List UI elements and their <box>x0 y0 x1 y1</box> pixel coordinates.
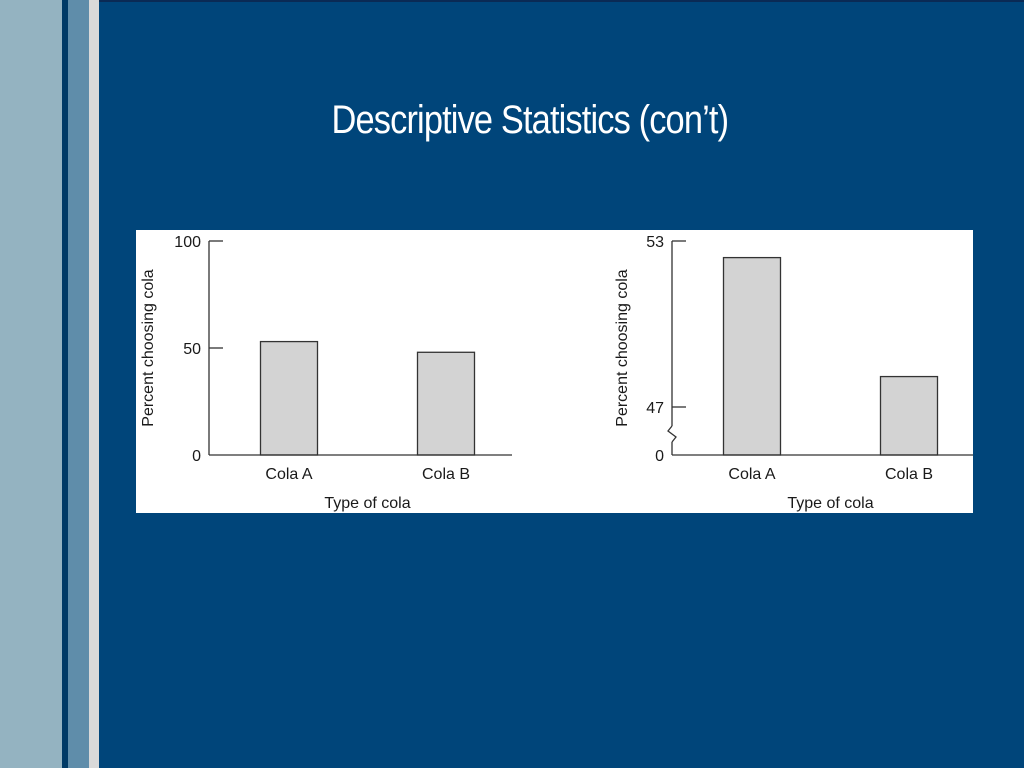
y-tick-label: 0 <box>655 448 664 465</box>
y-tick-label: 47 <box>646 400 664 417</box>
slide-title: Descriptive Statistics (con’t) <box>331 98 730 142</box>
x-tick-label: Cola A <box>265 466 312 483</box>
y-axis-title: Percent choosing cola <box>140 269 157 427</box>
y-tick-label: 100 <box>174 234 201 251</box>
x-tick-label: Cola B <box>885 466 933 483</box>
x-tick-label: Cola A <box>728 466 775 483</box>
y-axis-title: Percent choosing cola <box>614 269 631 427</box>
axis-break-icon <box>667 425 677 443</box>
x-axis-title: Type of cola <box>324 495 410 512</box>
bar-cola-a <box>259 340 319 456</box>
decorative-band-navy <box>62 0 68 768</box>
y-tick-label: 0 <box>192 448 201 465</box>
x-axis-title: Type of cola <box>787 495 873 512</box>
decorative-top-line <box>99 0 1024 2</box>
y-tick-label: 50 <box>183 341 201 358</box>
decorative-band-blue <box>68 0 89 768</box>
decorative-band-light <box>0 0 62 768</box>
bar-cola-b <box>879 375 939 456</box>
decorative-band-white <box>89 0 99 768</box>
y-tick-label: 53 <box>646 234 664 251</box>
x-tick-label: Cola B <box>422 466 470 483</box>
charts-svg: 0 50 100 Cola A Cola B Type of cola Percent ch… <box>140 234 973 512</box>
bar-cola-a <box>722 256 782 456</box>
bar-cola-b <box>416 351 476 456</box>
chart-figure: 0 50 100 Cola A Cola B Type of cola Percent ch… <box>136 230 973 513</box>
